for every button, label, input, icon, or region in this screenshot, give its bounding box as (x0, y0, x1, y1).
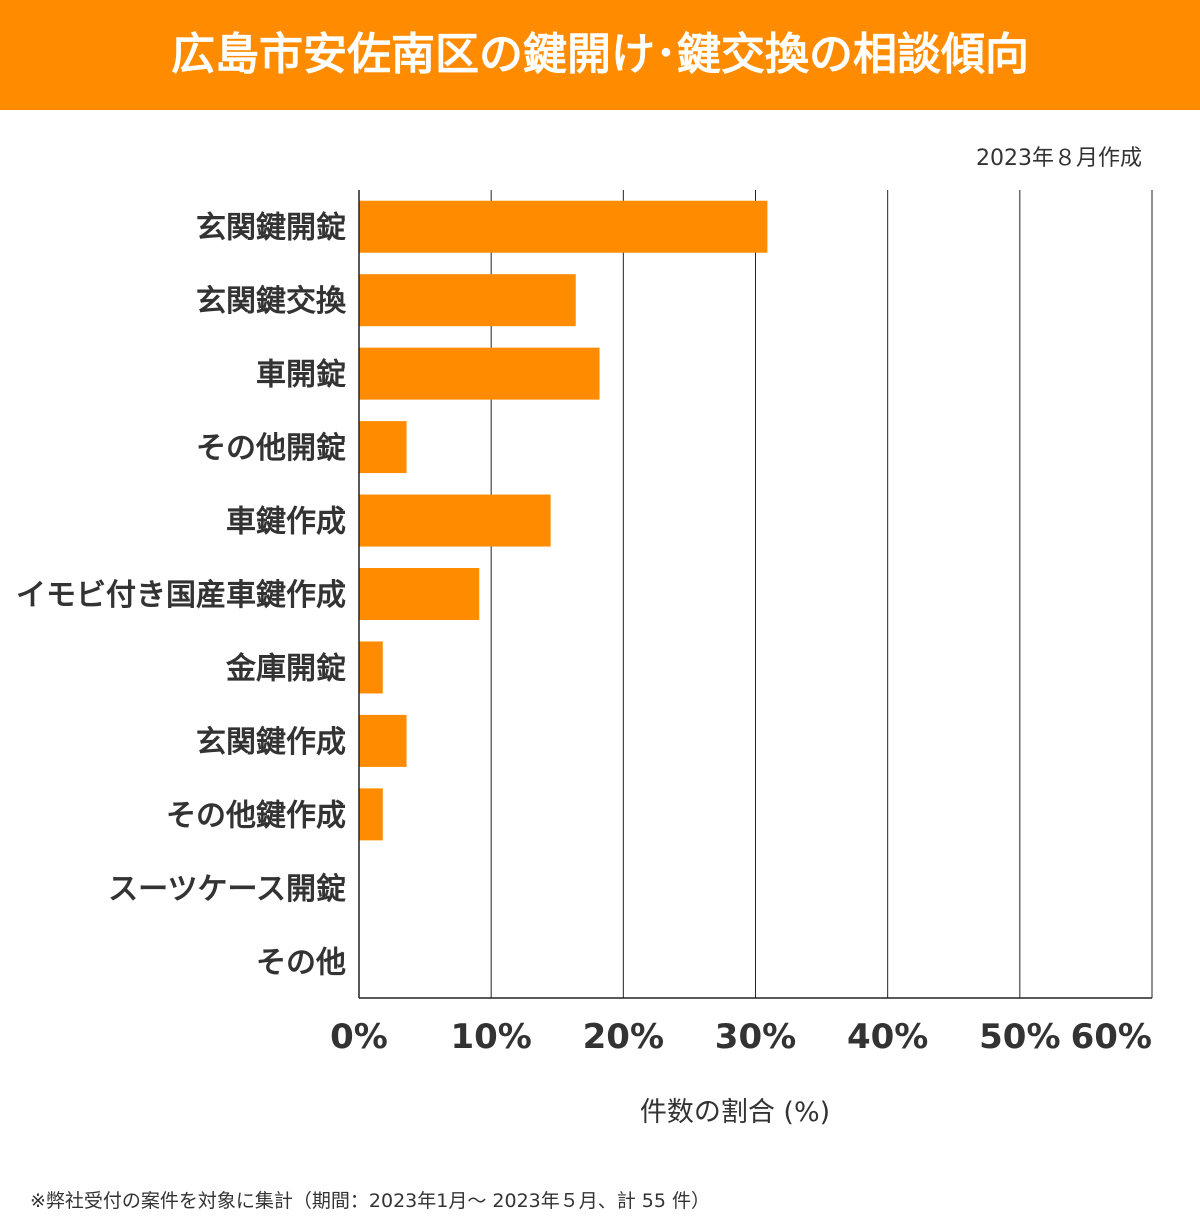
category-label: 車開錠 (256, 358, 346, 393)
bar (359, 714, 407, 767)
category-label: その他鍵作成 (166, 798, 346, 833)
creation-date: 2023年８月作成 (976, 146, 1142, 171)
bar (359, 788, 383, 841)
category-label: 玄関鍵開錠 (196, 211, 346, 246)
category-label: その他開錠 (196, 431, 346, 466)
category-label: 玄関鍵交換 (196, 284, 347, 319)
category-label: スーツケース開錠 (108, 872, 346, 907)
x-tick-label: 50% (979, 1017, 1060, 1057)
category-label: 金庫開錠 (225, 651, 346, 686)
bar (359, 421, 407, 474)
bar (359, 641, 383, 694)
x-tick-label: 40% (847, 1017, 928, 1057)
category-label: 車鍵作成 (226, 505, 346, 540)
x-tick-label: 20% (583, 1017, 664, 1057)
x-tick-label: 30% (715, 1017, 796, 1057)
category-label: その他 (256, 945, 346, 980)
category-label: イモビ付き国産車鍵作成 (16, 578, 346, 613)
bar (359, 200, 768, 253)
bar (359, 494, 551, 547)
x-tick-label: 60% (1071, 1017, 1152, 1057)
x-tick-label: 0% (330, 1017, 388, 1057)
bar (359, 274, 576, 327)
x-tick-label: 10% (450, 1017, 531, 1057)
x-axis-label: 件数の割合 (%) (639, 1097, 831, 1128)
chart-title: 広島市安佐南区の鍵開け･鍵交換の相談傾向 (0, 0, 1200, 110)
bar (359, 568, 480, 620)
bar (359, 347, 600, 400)
category-label: 玄関鍵作成 (196, 725, 346, 760)
footnote: ※弊社受付の案件を対象に集計（期間：2023年1月～ 2023年５月、計 55 … (30, 1190, 711, 1212)
